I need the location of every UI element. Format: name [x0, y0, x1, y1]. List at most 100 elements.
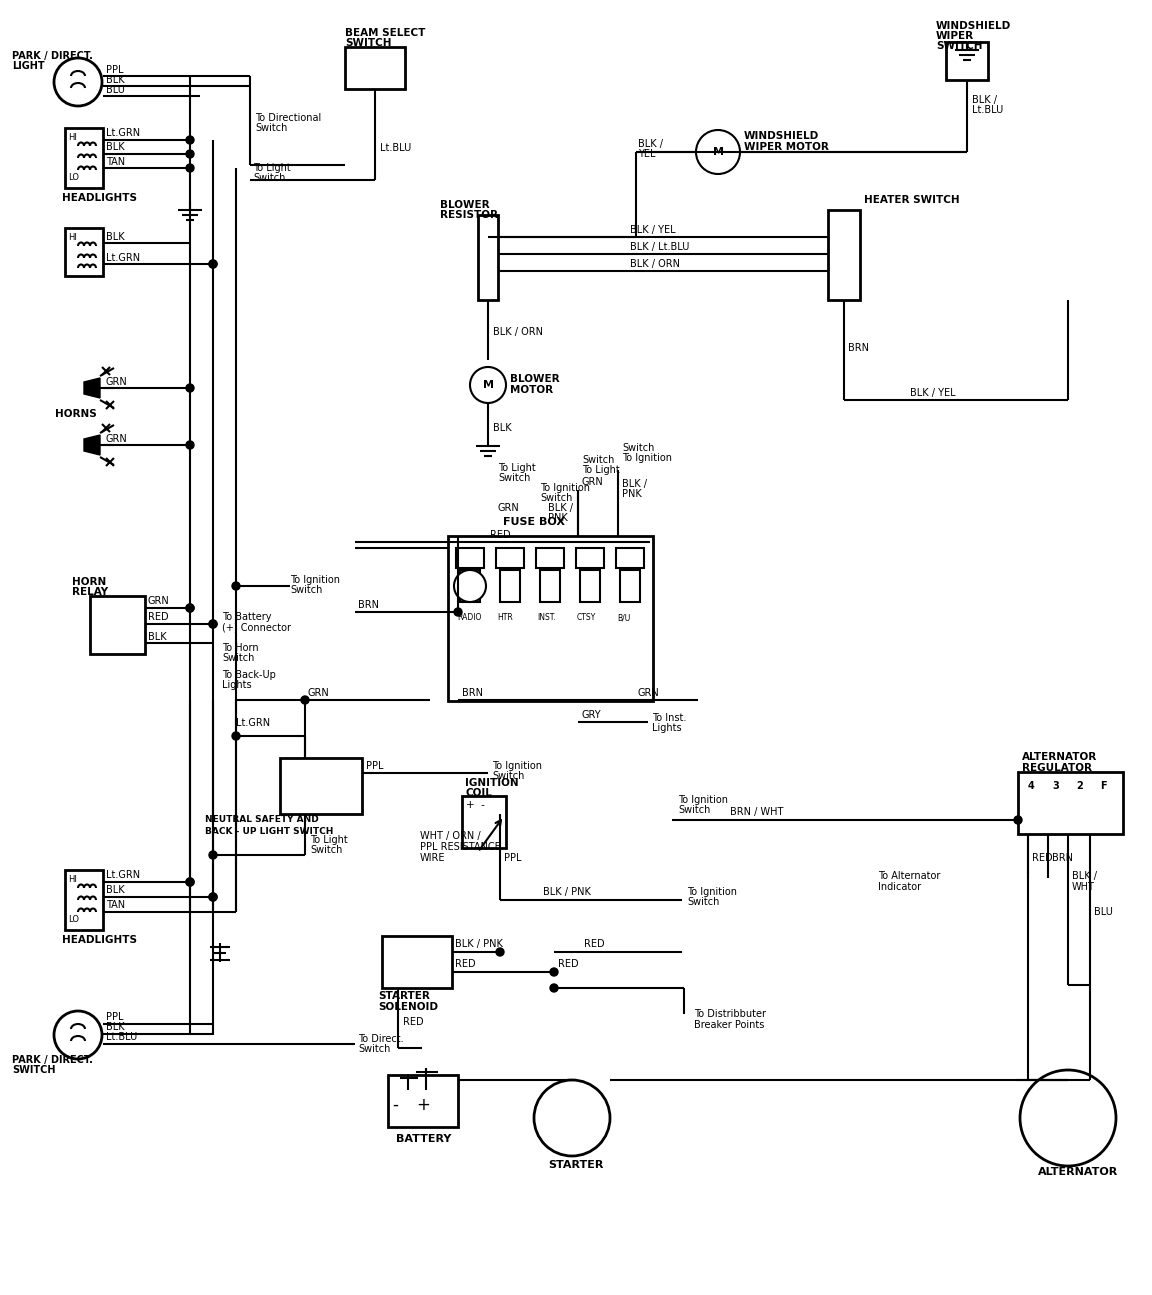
- Bar: [1018, 772, 1123, 834]
- Text: To Ignition: To Ignition: [540, 483, 590, 493]
- Text: REGULATOR: REGULATOR: [1022, 763, 1092, 773]
- Text: To Directional: To Directional: [255, 113, 321, 123]
- Bar: [65, 228, 103, 276]
- Text: Lights: Lights: [652, 723, 682, 733]
- Text: RED: RED: [558, 960, 578, 969]
- Bar: [616, 548, 644, 569]
- Text: Switch: Switch: [498, 473, 530, 483]
- Text: WIPER: WIPER: [935, 31, 975, 41]
- Bar: [65, 870, 103, 930]
- Text: Indicator: Indicator: [878, 882, 922, 892]
- Text: BRN: BRN: [462, 688, 483, 698]
- Text: PPL: PPL: [366, 761, 384, 771]
- Text: BLK: BLK: [106, 1022, 124, 1032]
- Text: CTSY: CTSY: [577, 614, 597, 623]
- Text: BLU: BLU: [1094, 906, 1113, 917]
- Text: BLK / PNK: BLK / PNK: [455, 939, 503, 949]
- Text: +  -: + -: [467, 800, 485, 809]
- Text: WHT: WHT: [1073, 882, 1094, 892]
- Bar: [65, 128, 103, 188]
- Circle shape: [454, 570, 486, 602]
- Text: Lt.GRN: Lt.GRN: [106, 870, 141, 881]
- Text: Switch: Switch: [255, 123, 287, 133]
- Text: To Ignition: To Ignition: [290, 575, 340, 585]
- Text: GRN: GRN: [638, 688, 660, 698]
- Circle shape: [185, 385, 194, 392]
- Circle shape: [232, 581, 240, 591]
- Text: Switch: Switch: [222, 653, 255, 663]
- Text: SWITCH: SWITCH: [344, 38, 392, 48]
- Bar: [536, 548, 564, 569]
- Text: PPL: PPL: [505, 853, 522, 862]
- Text: RED: RED: [584, 939, 605, 949]
- Text: STARTER: STARTER: [378, 991, 430, 1001]
- Text: Lt.GRN: Lt.GRN: [106, 253, 141, 263]
- Circle shape: [209, 620, 217, 628]
- Bar: [620, 570, 641, 602]
- Text: BLOWER: BLOWER: [510, 374, 560, 385]
- Text: SWITCH: SWITCH: [12, 1064, 55, 1075]
- Text: BLK / YEL: BLK / YEL: [630, 225, 675, 234]
- Text: PNK: PNK: [548, 513, 568, 523]
- Text: Switch: Switch: [679, 805, 711, 815]
- Circle shape: [550, 967, 558, 976]
- Text: BLK / Lt.BLU: BLK / Lt.BLU: [630, 242, 689, 253]
- Text: INST.: INST.: [537, 614, 556, 623]
- Text: To Ignition: To Ignition: [679, 795, 728, 805]
- Text: Lt.BLU: Lt.BLU: [106, 1032, 137, 1042]
- Text: PARK / DIRECT.: PARK / DIRECT.: [12, 51, 93, 61]
- Text: BLK / ORN: BLK / ORN: [630, 259, 680, 269]
- Text: BLK /: BLK /: [548, 502, 573, 513]
- Text: M: M: [483, 379, 493, 390]
- Text: To Ignition: To Ignition: [622, 453, 672, 464]
- Text: Lights: Lights: [222, 680, 251, 690]
- Text: GRN: GRN: [147, 596, 169, 606]
- Text: BLK / YEL: BLK / YEL: [910, 388, 956, 398]
- Text: Switch: Switch: [358, 1044, 391, 1054]
- Text: BLU: BLU: [106, 85, 124, 95]
- Circle shape: [232, 732, 240, 739]
- Text: BLK /: BLK /: [622, 479, 647, 490]
- Circle shape: [185, 878, 194, 886]
- Text: (+) Connector: (+) Connector: [222, 622, 291, 632]
- Text: PPL: PPL: [106, 65, 123, 75]
- Text: To Battery: To Battery: [222, 613, 272, 622]
- Text: LIGHT: LIGHT: [12, 61, 45, 71]
- Text: SOLENOID: SOLENOID: [378, 1002, 438, 1011]
- Text: HI: HI: [68, 133, 77, 142]
- Text: RADIO: RADIO: [457, 614, 482, 623]
- Text: PNK: PNK: [622, 490, 642, 499]
- Text: STARTER: STARTER: [548, 1160, 604, 1169]
- Bar: [90, 596, 145, 654]
- Text: PPL: PPL: [106, 1011, 123, 1022]
- Text: Switch: Switch: [492, 771, 524, 781]
- Bar: [456, 548, 484, 569]
- Circle shape: [185, 150, 194, 158]
- Text: To Light: To Light: [253, 163, 290, 174]
- Text: BRN / WHT: BRN / WHT: [730, 807, 783, 817]
- Circle shape: [185, 136, 194, 144]
- Text: To Inst.: To Inst.: [652, 714, 687, 723]
- Text: NEUTRAL SAFETY AND: NEUTRAL SAFETY AND: [205, 816, 319, 825]
- Text: 4: 4: [1028, 781, 1034, 791]
- Text: 2: 2: [1076, 781, 1083, 791]
- Circle shape: [550, 984, 558, 992]
- Bar: [497, 548, 524, 569]
- Text: BEAM SELECT: BEAM SELECT: [344, 28, 425, 38]
- Text: GRN: GRN: [498, 502, 520, 513]
- Text: BATTERY: BATTERY: [396, 1134, 452, 1143]
- Text: BLK: BLK: [147, 632, 167, 642]
- Circle shape: [209, 620, 217, 628]
- Text: RED: RED: [403, 1017, 424, 1027]
- Text: M: M: [712, 148, 723, 157]
- Text: RED: RED: [1032, 853, 1053, 862]
- Text: BLK /: BLK /: [638, 139, 664, 149]
- Text: HORN: HORN: [71, 578, 106, 587]
- Circle shape: [209, 894, 217, 901]
- Polygon shape: [84, 435, 100, 455]
- Text: HORNS: HORNS: [55, 409, 97, 420]
- Text: RED: RED: [490, 530, 510, 540]
- Text: B/U: B/U: [617, 614, 630, 623]
- Bar: [344, 47, 406, 89]
- Text: GRY: GRY: [582, 710, 601, 720]
